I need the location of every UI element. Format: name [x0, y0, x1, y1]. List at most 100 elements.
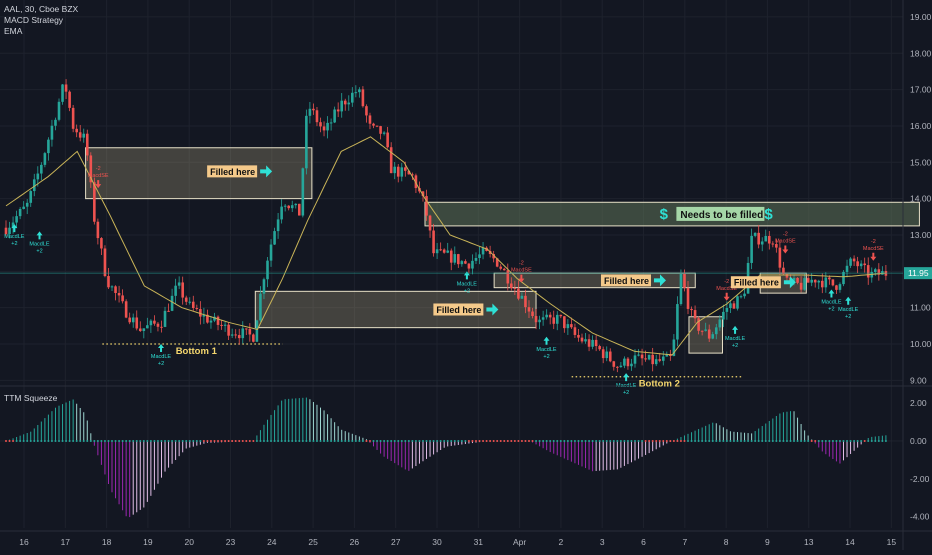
candle-body[interactable]	[22, 206, 25, 209]
candle-body[interactable]	[428, 215, 432, 231]
candle-body[interactable]	[739, 296, 743, 298]
candle-body[interactable]	[266, 260, 269, 280]
candle-body[interactable]	[36, 173, 40, 180]
candle-body[interactable]	[276, 219, 280, 232]
candle-body[interactable]	[587, 339, 591, 347]
candle-body[interactable]	[47, 139, 50, 154]
candle-body[interactable]	[262, 279, 266, 294]
candle-body[interactable]	[216, 316, 220, 325]
candle-body[interactable]	[665, 353, 669, 357]
candle-body[interactable]	[584, 339, 587, 342]
candle-body[interactable]	[382, 132, 386, 134]
candle-body[interactable]	[8, 227, 11, 235]
candle-body[interactable]	[121, 295, 124, 302]
candle-body[interactable]	[333, 109, 336, 123]
candle-body[interactable]	[234, 334, 237, 336]
candle-body[interactable]	[573, 327, 577, 335]
candle-body[interactable]	[743, 293, 746, 297]
candle-body[interactable]	[594, 339, 598, 347]
candle-body[interactable]	[82, 133, 86, 138]
candle-body[interactable]	[471, 260, 474, 269]
candle-body[interactable]	[449, 250, 453, 263]
candle-body[interactable]	[849, 258, 852, 266]
candle-body[interactable]	[319, 122, 322, 127]
candle-body[interactable]	[831, 279, 835, 286]
candle-body[interactable]	[714, 327, 718, 335]
candle-body[interactable]	[704, 329, 707, 331]
squeeze-panel-title[interactable]: TTM Squeeze	[4, 393, 58, 403]
candle-body[interactable]	[457, 254, 460, 265]
candle-body[interactable]	[404, 167, 407, 171]
candle-body[interactable]	[213, 316, 216, 321]
candle-body[interactable]	[29, 191, 33, 203]
candle-body[interactable]	[736, 296, 739, 309]
candle-body[interactable]	[375, 125, 379, 127]
candle-body[interactable]	[199, 309, 202, 317]
candle-body[interactable]	[732, 303, 736, 309]
candle-body[interactable]	[287, 205, 290, 209]
candle-body[interactable]	[347, 102, 351, 105]
candle-body[interactable]	[626, 358, 630, 367]
candle-body[interactable]	[658, 359, 662, 361]
candle-body[interactable]	[407, 170, 411, 175]
indicator-macd-strategy[interactable]: MACD Strategy	[4, 15, 64, 25]
candle-body[interactable]	[859, 263, 863, 267]
candle-body[interactable]	[541, 317, 545, 320]
candle-body[interactable]	[322, 126, 326, 131]
candle-body[interactable]	[400, 167, 404, 177]
candle-body[interactable]	[227, 324, 230, 336]
candle-body[interactable]	[771, 243, 775, 245]
candle-body[interactable]	[630, 363, 633, 367]
candle-body[interactable]	[195, 308, 199, 310]
candle-body[interactable]	[230, 334, 234, 336]
candle-body[interactable]	[336, 109, 340, 112]
candle-body[interactable]	[89, 155, 93, 183]
indicator-ema[interactable]: EMA	[4, 26, 23, 36]
last-price-badge[interactable]	[904, 267, 932, 280]
candle-body[interactable]	[414, 175, 418, 189]
candle-body[interactable]	[637, 354, 640, 356]
candle-body[interactable]	[273, 231, 276, 245]
candle-body[interactable]	[877, 269, 881, 275]
candle-body[interactable]	[697, 318, 700, 331]
candle-body[interactable]	[824, 277, 828, 288]
candle-body[interactable]	[93, 182, 96, 222]
candle-body[interactable]	[131, 317, 135, 323]
candle-body[interactable]	[460, 261, 464, 265]
candle-body[interactable]	[156, 323, 160, 327]
filled-gap-box[interactable]	[688, 316, 723, 354]
candle-body[interactable]	[672, 339, 676, 356]
candle-body[interactable]	[177, 282, 181, 286]
candle-body[interactable]	[570, 324, 573, 328]
candle-body[interactable]	[559, 314, 563, 317]
candle-body[interactable]	[608, 351, 612, 362]
candle-body[interactable]	[64, 84, 68, 92]
candle-body[interactable]	[633, 355, 637, 364]
candle-body[interactable]	[114, 286, 117, 294]
candle-body[interactable]	[191, 301, 195, 309]
candle-body[interactable]	[110, 286, 114, 288]
candle-body[interactable]	[651, 354, 654, 365]
candle-body[interactable]	[259, 293, 262, 321]
candle-body[interactable]	[640, 354, 644, 359]
candle-body[interactable]	[873, 269, 877, 272]
candle-body[interactable]	[661, 356, 665, 361]
candle-body[interactable]	[446, 250, 450, 253]
candle-body[interactable]	[372, 123, 375, 126]
candle-body[interactable]	[117, 293, 121, 296]
candle-body[interactable]	[40, 164, 43, 174]
candle-body[interactable]	[598, 346, 601, 350]
candle-body[interactable]	[78, 132, 82, 138]
candle-body[interactable]	[100, 238, 103, 249]
candle-body[interactable]	[722, 311, 725, 320]
candle-body[interactable]	[389, 147, 393, 174]
candle-body[interactable]	[552, 317, 556, 324]
candle-body[interactable]	[167, 310, 170, 312]
candle-body[interactable]	[513, 288, 517, 290]
candle-body[interactable]	[54, 119, 57, 126]
candle-body[interactable]	[845, 265, 849, 272]
candle-body[interactable]	[358, 89, 361, 93]
candle-body[interactable]	[548, 314, 552, 318]
candle-body[interactable]	[255, 320, 259, 342]
candle-body[interactable]	[612, 361, 616, 367]
